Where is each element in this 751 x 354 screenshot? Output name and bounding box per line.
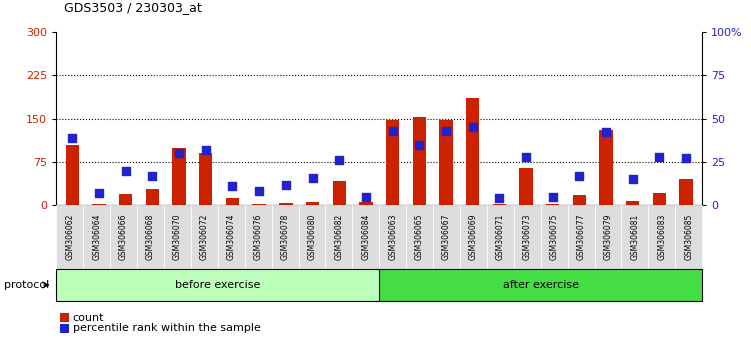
Bar — [466, 98, 479, 205]
Point — [627, 176, 639, 182]
Bar — [119, 194, 132, 205]
Text: GSM306072: GSM306072 — [200, 214, 209, 261]
Text: GSM306083: GSM306083 — [657, 214, 666, 261]
Text: GSM306070: GSM306070 — [173, 214, 182, 261]
Text: GSM306079: GSM306079 — [604, 214, 613, 261]
Bar — [333, 181, 346, 205]
Point — [493, 195, 505, 201]
Text: before exercise: before exercise — [175, 280, 261, 290]
Point — [653, 154, 665, 160]
Point — [66, 135, 78, 141]
Point — [520, 154, 532, 160]
Bar — [146, 189, 159, 205]
Text: GSM306080: GSM306080 — [307, 214, 316, 261]
Text: GSM306064: GSM306064 — [92, 214, 101, 261]
Point — [173, 150, 185, 156]
Text: GSM306076: GSM306076 — [254, 214, 263, 261]
Bar — [226, 198, 239, 205]
Point — [440, 128, 452, 133]
Bar — [306, 202, 319, 205]
Text: GSM306063: GSM306063 — [388, 214, 397, 261]
Text: GSM306077: GSM306077 — [577, 214, 586, 261]
Bar — [65, 144, 79, 205]
Text: GSM306069: GSM306069 — [469, 214, 478, 261]
Point — [413, 142, 425, 147]
Bar — [573, 195, 586, 205]
Point — [280, 182, 292, 187]
Bar — [412, 118, 426, 205]
Bar — [252, 204, 266, 205]
Bar — [680, 179, 693, 205]
Point — [387, 128, 399, 133]
Bar — [626, 201, 639, 205]
Bar — [173, 148, 185, 205]
Bar — [279, 203, 293, 205]
Text: GSM306084: GSM306084 — [361, 214, 370, 261]
Text: after exercise: after exercise — [502, 280, 579, 290]
Point — [466, 125, 478, 130]
Point — [253, 189, 265, 194]
Text: GSM306071: GSM306071 — [496, 214, 505, 261]
Text: GSM306078: GSM306078 — [281, 214, 290, 261]
Bar — [359, 202, 372, 205]
Point — [227, 183, 239, 189]
Text: GSM306075: GSM306075 — [550, 214, 559, 261]
Point — [547, 194, 559, 200]
Text: GDS3503 / 230303_at: GDS3503 / 230303_at — [64, 1, 201, 14]
Bar — [546, 204, 559, 205]
Point — [200, 147, 212, 153]
Point — [93, 190, 105, 196]
Text: GSM306081: GSM306081 — [630, 214, 639, 260]
Text: GSM306068: GSM306068 — [146, 214, 155, 261]
Bar — [653, 193, 666, 205]
Point — [333, 158, 345, 163]
Bar — [199, 153, 213, 205]
Point — [680, 156, 692, 161]
Point — [600, 130, 612, 135]
Bar — [386, 120, 400, 205]
Bar — [92, 204, 106, 205]
Point — [306, 175, 318, 181]
Text: count: count — [73, 313, 104, 322]
Text: protocol: protocol — [4, 280, 49, 290]
Text: GSM306065: GSM306065 — [415, 214, 424, 261]
Bar — [520, 168, 532, 205]
Bar — [493, 204, 506, 205]
Point — [574, 173, 586, 179]
Text: GSM306062: GSM306062 — [65, 214, 74, 261]
Point — [146, 173, 158, 179]
Text: GSM306066: GSM306066 — [119, 214, 128, 261]
Text: GSM306082: GSM306082 — [334, 214, 343, 260]
Bar — [439, 120, 453, 205]
Text: percentile rank within the sample: percentile rank within the sample — [73, 323, 261, 333]
Text: GSM306074: GSM306074 — [227, 214, 236, 261]
Point — [119, 168, 131, 173]
Point — [360, 194, 372, 200]
Text: GSM306085: GSM306085 — [684, 214, 693, 261]
Text: GSM306073: GSM306073 — [523, 214, 532, 261]
Bar — [599, 130, 613, 205]
Text: GSM306067: GSM306067 — [442, 214, 451, 261]
